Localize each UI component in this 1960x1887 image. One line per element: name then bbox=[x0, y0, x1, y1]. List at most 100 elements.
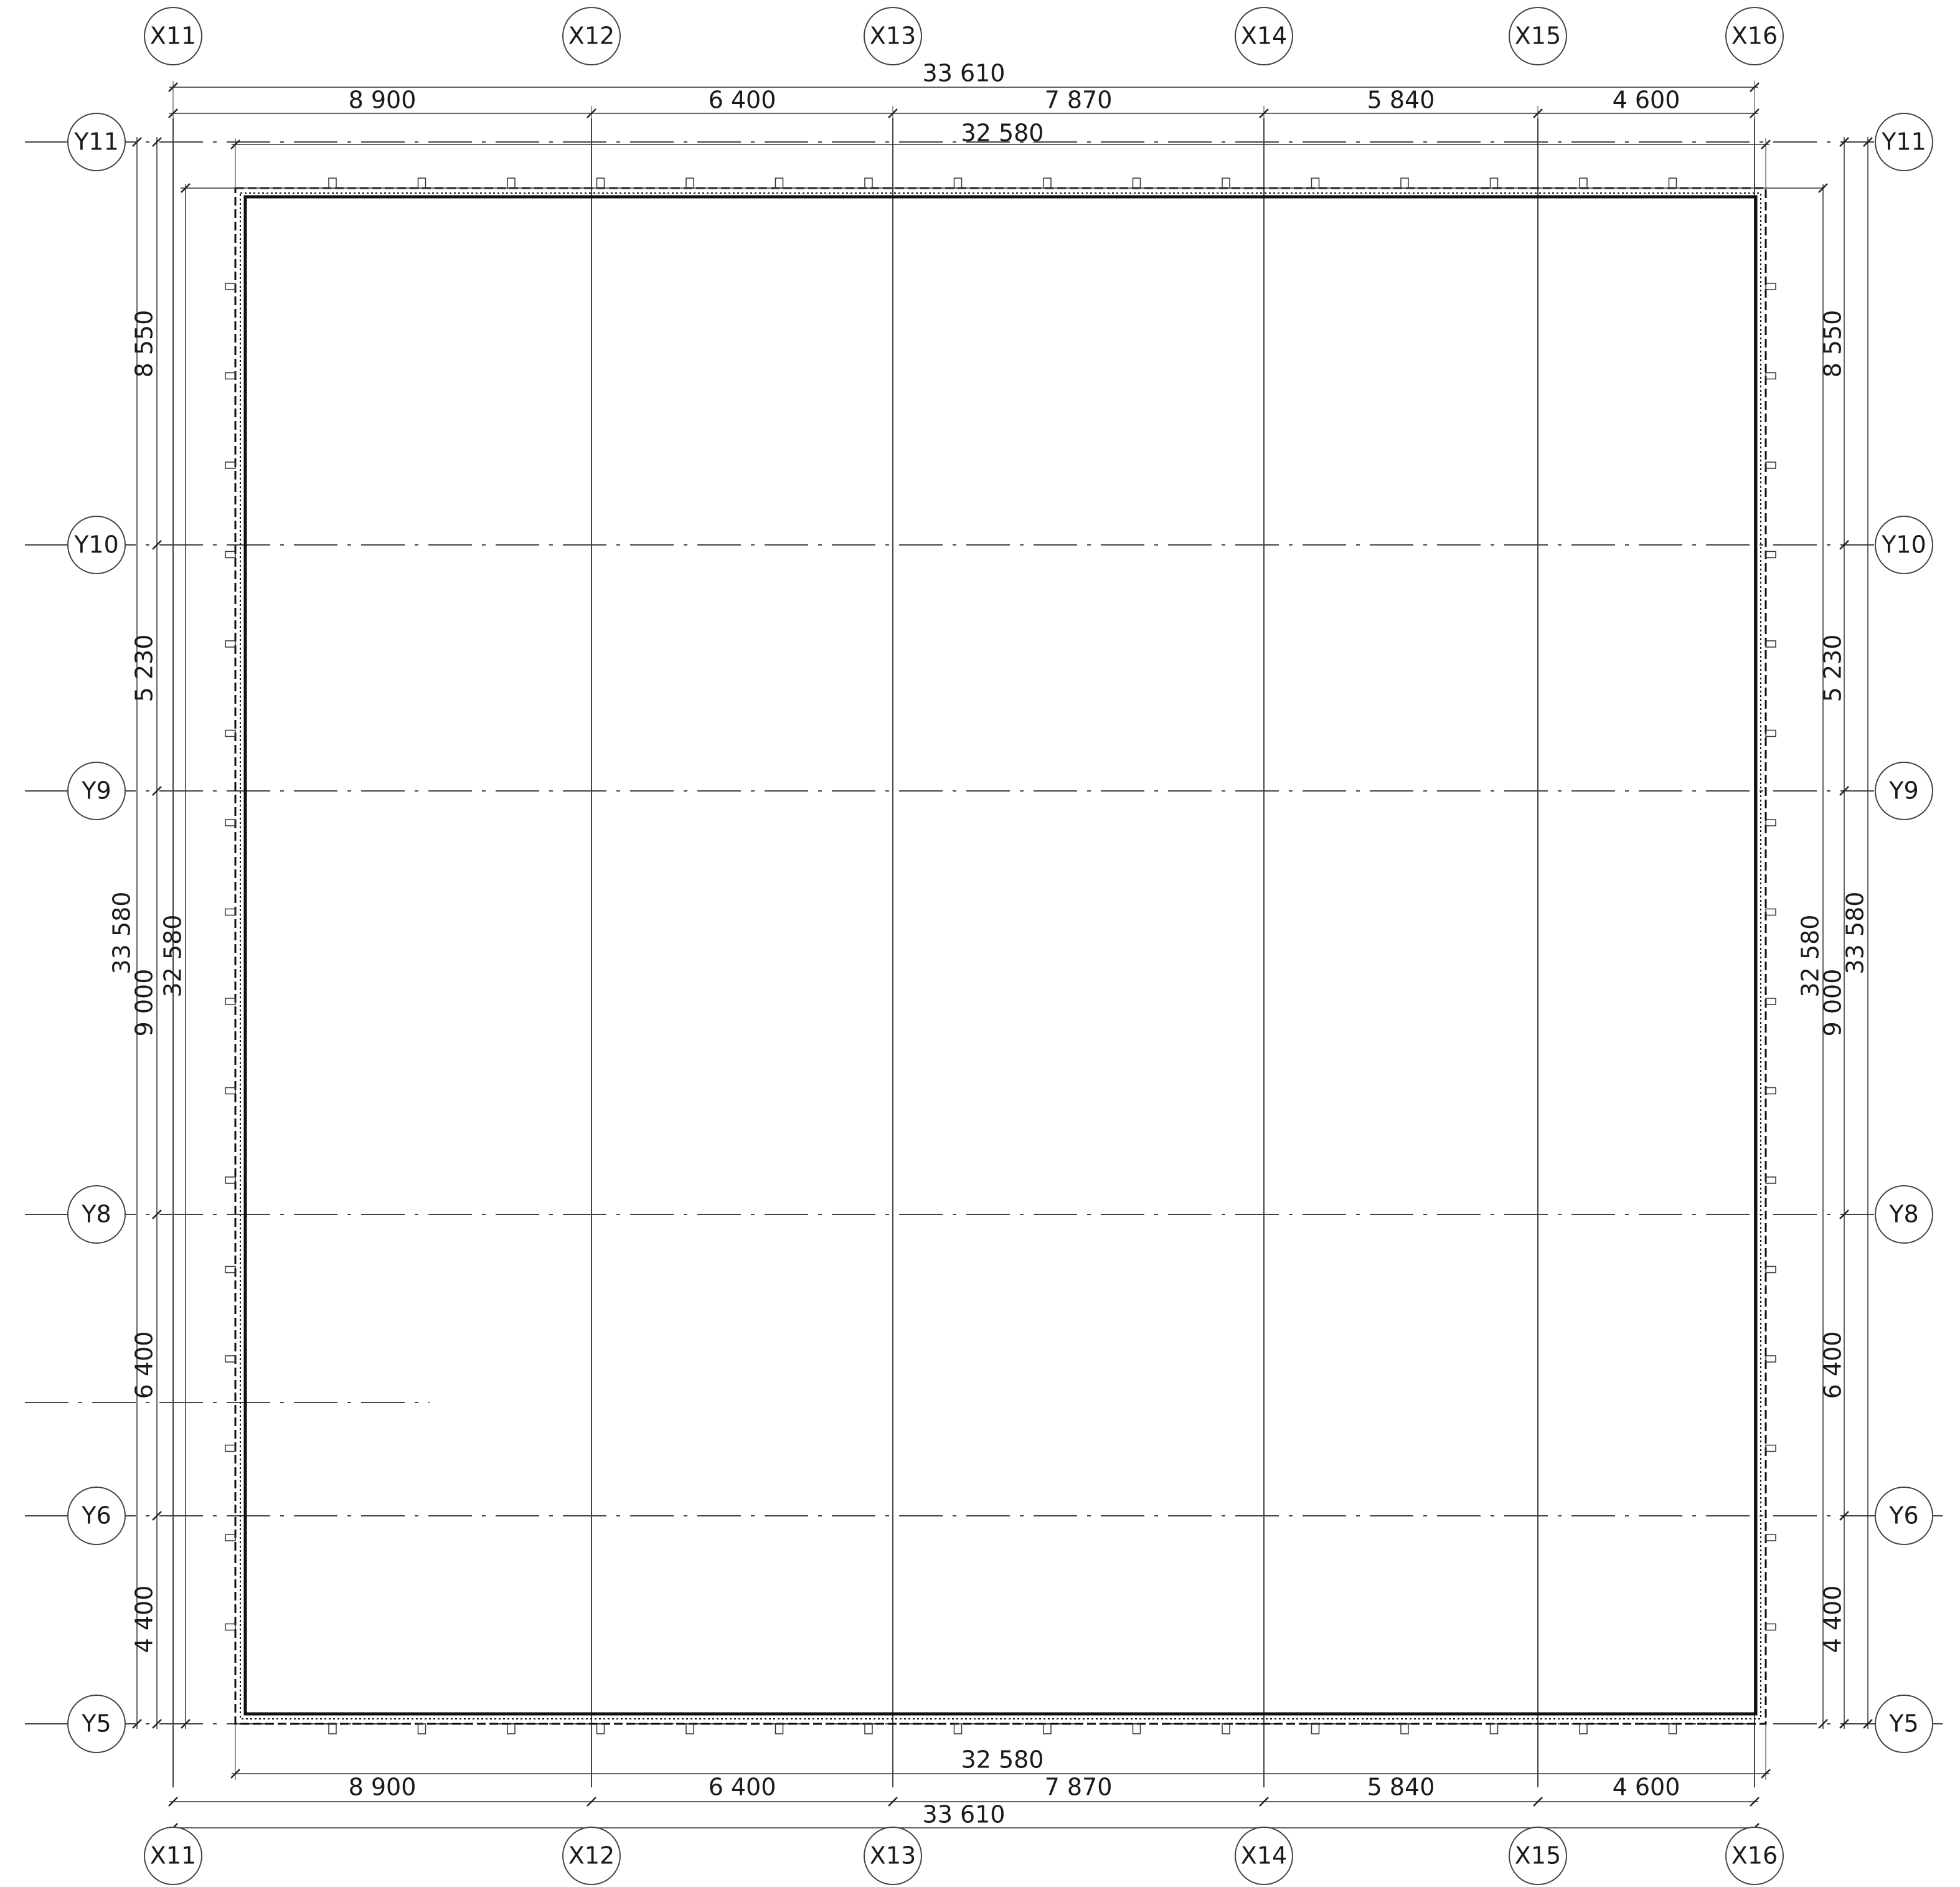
dim-bottom-inner: 32 580 bbox=[961, 1746, 1044, 1774]
axis-bubble-y8-right bbox=[1875, 1185, 1933, 1244]
dim-left-span-5: 4 400 bbox=[131, 1586, 158, 1653]
dimension-tick bbox=[168, 1797, 178, 1807]
axis-label-x15-top: X15 bbox=[1515, 22, 1561, 50]
axis-label-y6-left: Y6 bbox=[81, 1502, 111, 1530]
wall-anchor bbox=[864, 1723, 873, 1734]
dimension-tick bbox=[587, 108, 596, 118]
axis-label-y11-right: Y11 bbox=[1881, 128, 1926, 156]
axis-bubble-x15-top bbox=[1509, 7, 1567, 65]
wall-anchor bbox=[953, 1723, 963, 1734]
wall-anchor bbox=[1765, 283, 1776, 290]
dimension-tick bbox=[1818, 1719, 1828, 1729]
dimension-tick bbox=[1863, 1719, 1873, 1729]
dim-right-span-3: 9 000 bbox=[1819, 969, 1847, 1037]
dimension-tick bbox=[587, 1797, 596, 1807]
dimension-tick bbox=[152, 1209, 162, 1219]
axis-bubble-x13-top bbox=[864, 7, 922, 65]
wall-anchor bbox=[1765, 551, 1776, 559]
axis-bubble-y11-left bbox=[67, 113, 126, 171]
wall-anchor bbox=[328, 1723, 337, 1734]
dimension-tick bbox=[1839, 137, 1849, 147]
axis-bubble-y6-left bbox=[67, 1487, 126, 1545]
wall-anchor bbox=[1765, 1355, 1776, 1363]
wall-anchor bbox=[1222, 177, 1230, 189]
wall-anchor bbox=[225, 1087, 236, 1095]
dim-top-span-4: 5 840 bbox=[1367, 87, 1435, 114]
wall-anchor bbox=[1132, 177, 1141, 189]
dim-bottom-span-2: 6 400 bbox=[709, 1774, 776, 1801]
dimension-tick bbox=[1533, 1797, 1543, 1807]
axis-bubble-y10-right bbox=[1875, 516, 1933, 574]
axis-label-x12-top: X12 bbox=[568, 22, 615, 50]
dimension-tick bbox=[888, 1797, 898, 1807]
dim-right-span-2: 5 230 bbox=[1819, 635, 1847, 702]
wall-anchor bbox=[1400, 1723, 1409, 1734]
wall-anchor bbox=[596, 1723, 605, 1734]
axis-bubble-x14-bottom bbox=[1235, 1827, 1293, 1885]
axis-bubble-y6-right bbox=[1875, 1487, 1933, 1545]
axis-bubble-x11-bottom bbox=[144, 1827, 202, 1885]
axis-label-y8-right: Y8 bbox=[1888, 1201, 1918, 1228]
dimension-tick bbox=[1818, 183, 1828, 193]
wall-anchor bbox=[775, 1723, 784, 1734]
dimension-ticks bbox=[132, 82, 1873, 1833]
dimension-tick bbox=[1259, 1797, 1269, 1807]
dim-right-span-4: 6 400 bbox=[1819, 1331, 1847, 1399]
dimension-tick bbox=[152, 1719, 162, 1729]
wall-anchor bbox=[417, 177, 426, 189]
axis-labels: X11 X12 X13 X14 X15 X16 X11 X12 X13 X14 … bbox=[73, 22, 1926, 1870]
dimension-tick bbox=[1839, 1209, 1849, 1219]
dim-bottom-span-3: 7 870 bbox=[1045, 1774, 1113, 1801]
wall-anchor bbox=[225, 551, 236, 559]
wall-anchor bbox=[225, 1534, 236, 1541]
wall-anchor bbox=[1489, 177, 1499, 189]
wall-anchor bbox=[328, 177, 337, 189]
dimension-tick bbox=[1761, 1769, 1771, 1779]
dim-left-span-4: 6 400 bbox=[131, 1331, 158, 1399]
wall-anchor bbox=[1765, 461, 1776, 469]
wall-anchor bbox=[1400, 177, 1409, 189]
axis-bubble-y8-left bbox=[67, 1185, 126, 1244]
dimension-tick bbox=[1533, 108, 1543, 118]
axis-label-x16-bottom: X16 bbox=[1731, 1842, 1778, 1870]
wall-anchor bbox=[225, 1355, 236, 1363]
wall-anchor bbox=[1765, 729, 1776, 737]
dimension-tick bbox=[230, 140, 240, 149]
wall-anchor bbox=[1043, 1723, 1052, 1734]
dimension-tick bbox=[181, 183, 191, 193]
dim-top-span-5: 4 600 bbox=[1613, 87, 1680, 114]
dim-left-inner: 32 580 bbox=[159, 915, 187, 998]
wall-anchor bbox=[1222, 1723, 1230, 1734]
wall-anchor bbox=[225, 372, 236, 380]
wall-anchor bbox=[225, 998, 236, 1005]
wall-anchor bbox=[1668, 177, 1677, 189]
wall-anchor bbox=[507, 177, 516, 189]
axis-bubble-y5-left bbox=[67, 1695, 126, 1753]
dimension-tick bbox=[1839, 786, 1849, 796]
dimension-tick bbox=[181, 1719, 191, 1729]
dimension-labels: 33 610 8 900 6 400 7 870 5 840 4 600 32 … bbox=[108, 60, 1869, 1828]
dimension-tick bbox=[1750, 108, 1760, 118]
wall-anchor bbox=[1311, 1723, 1320, 1734]
wall-anchor bbox=[507, 1723, 516, 1734]
dim-bottom-span-5: 4 600 bbox=[1613, 1774, 1680, 1801]
dim-top-span-3: 7 870 bbox=[1045, 87, 1113, 114]
wall-anchor bbox=[1489, 1723, 1499, 1734]
dimension-tick bbox=[230, 1769, 240, 1779]
axis-label-x14-top: X14 bbox=[1241, 22, 1287, 50]
axis-label-x12-bottom: X12 bbox=[568, 1842, 615, 1870]
dimension-tick bbox=[1839, 1511, 1849, 1521]
grid-lines bbox=[25, 118, 1943, 1787]
dim-top-inner: 32 580 bbox=[961, 120, 1044, 147]
wall-anchor bbox=[225, 1623, 236, 1631]
dimension-tick bbox=[132, 137, 142, 147]
axis-label-x13-top: X13 bbox=[870, 22, 916, 50]
wall-anchor bbox=[1765, 640, 1776, 648]
axis-bubble-x16-bottom bbox=[1725, 1827, 1784, 1885]
axis-bubble-y10-left bbox=[67, 516, 126, 574]
wall-anchor bbox=[1579, 1723, 1588, 1734]
axis-bubble-x15-bottom bbox=[1509, 1827, 1567, 1885]
wall-anchor bbox=[686, 177, 694, 189]
axis-bubble-y11-right bbox=[1875, 113, 1933, 171]
dimension-tick bbox=[1750, 1797, 1760, 1807]
